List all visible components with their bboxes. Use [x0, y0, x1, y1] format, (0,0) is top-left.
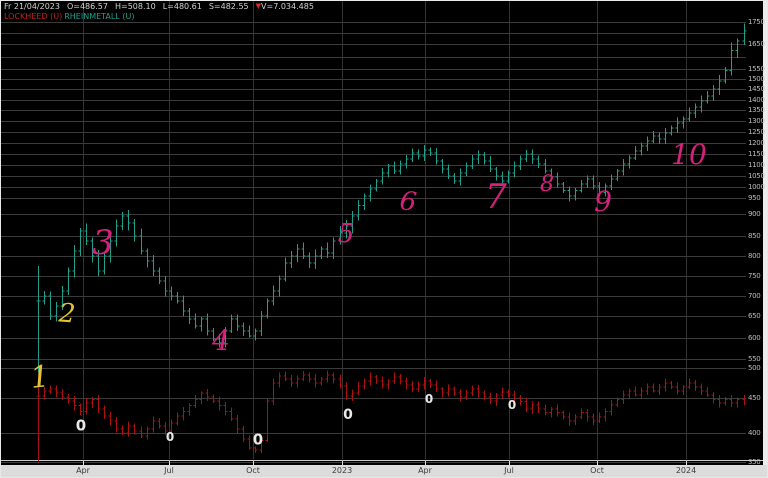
price-tick-label: 950 — [748, 194, 761, 202]
price-tick-label: 1450 — [748, 85, 765, 93]
header-low: L=480.61 — [162, 2, 202, 11]
series-RHEINMETALL (U) — [36, 23, 747, 452]
legend-symbol-lockheed: LOCKHEED (U) — [4, 12, 63, 21]
header-settle: S=482.55 — [208, 2, 249, 11]
price-tick-label: 1150 — [748, 150, 765, 158]
price-tick-label: 1750 — [748, 18, 765, 26]
right-scrollbar[interactable] — [763, 1, 767, 477]
price-tick-label: 1550 — [748, 65, 765, 73]
legend-symbol-rheinmetall: RHEINMETALL (U) — [64, 12, 135, 21]
price-tick-label: 750 — [748, 272, 761, 280]
date-tick-label: Apr — [418, 466, 432, 475]
price-tick-label: 1300 — [748, 117, 765, 125]
date-tick-label: Oct — [246, 466, 260, 475]
price-tick-label: 350 — [748, 458, 761, 466]
price-tick-label: 1100 — [748, 161, 765, 169]
header-date: Fr 21/04/2023 — [4, 2, 60, 11]
date-tick-label: Oct — [590, 466, 604, 475]
price-tick-label: 1250 — [748, 128, 765, 136]
price-tick-label: 600 — [748, 334, 761, 342]
price-tick-label: 1500 — [748, 75, 765, 83]
price-tick-label: 1050 — [748, 172, 765, 180]
price-tick-label: 500 — [748, 364, 761, 372]
price-tick-label: 650 — [748, 312, 761, 320]
price-tick-label: 1000 — [748, 183, 765, 191]
price-tick-label: 450 — [748, 394, 761, 402]
price-tick-label: 850 — [748, 232, 761, 240]
date-tick-label: Jul — [164, 466, 174, 475]
price-tick-label: 1400 — [748, 96, 765, 104]
date-tick-label: 2023 — [331, 466, 353, 475]
series-LOCKHEED (U) — [36, 370, 747, 461]
down-arrow-icon: ▼ — [255, 2, 262, 10]
date-tick-label: Apr — [76, 466, 90, 475]
quote-header: Fr 21/04/2023 O=486.57 H=508.10 L=480.61 S=4… — [4, 2, 321, 11]
header-open: O=486.57 — [66, 2, 108, 11]
price-tick-label: 900 — [748, 210, 761, 218]
price-tick-label: 1650 — [748, 40, 765, 48]
header-high: H=508.10 — [114, 2, 156, 11]
price-tick-label: 700 — [748, 292, 761, 300]
price-tick-label: 1200 — [748, 139, 765, 147]
legend: LOCKHEED (U) RHEINMETALL (U) — [4, 12, 136, 21]
price-tick-label: 800 — [748, 252, 761, 260]
price-tick-label: 1350 — [748, 106, 765, 114]
price-tick-label: 400 — [748, 429, 761, 437]
header-volume: V=7.034.485 — [261, 2, 314, 11]
time-axis[interactable]: Apr Jul Oct 2023 Apr Jul Oct 2024 — [1, 465, 767, 477]
date-tick-label: 2024 — [675, 466, 697, 475]
date-tick-label: Jul — [504, 466, 514, 475]
price-tick-label: 550 — [748, 355, 761, 363]
